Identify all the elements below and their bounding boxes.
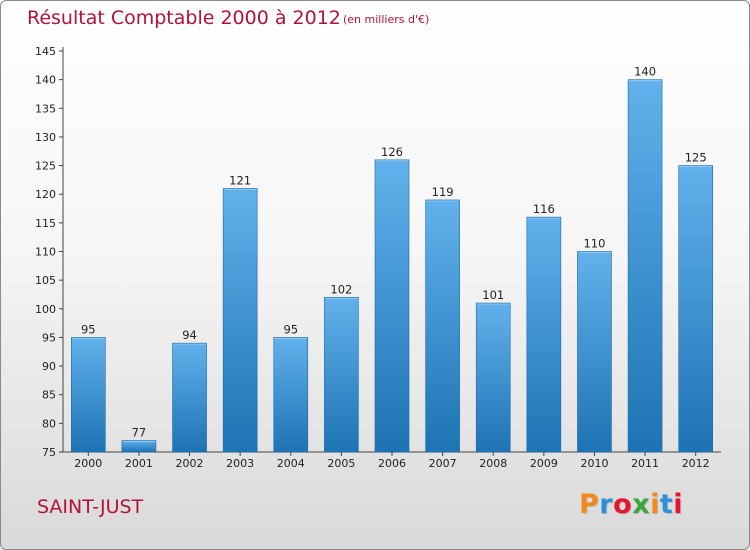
y-tick-label: 140 <box>35 74 56 87</box>
proxiti-logo[interactable]: Proxiti <box>579 489 683 520</box>
x-tick-label: 2003 <box>226 457 254 470</box>
bar[interactable] <box>425 199 460 453</box>
data-label: 95 <box>283 322 298 336</box>
data-label: 94 <box>182 328 197 342</box>
y-tick-label: 95 <box>42 331 56 344</box>
data-label: 140 <box>634 65 656 79</box>
y-tick-label: 130 <box>35 131 56 144</box>
chart-subtitle: (en milliers d'€) <box>343 13 430 26</box>
bar[interactable] <box>374 159 410 453</box>
logo-letter: o <box>613 489 633 520</box>
x-tick-label: 2009 <box>530 457 558 470</box>
data-label: 110 <box>583 237 605 251</box>
y-tick-label: 85 <box>42 389 56 402</box>
data-label: 101 <box>482 288 504 302</box>
x-tick-label: 2011 <box>631 457 659 470</box>
x-tick-label: 2010 <box>580 457 608 470</box>
data-label: 126 <box>381 145 403 159</box>
data-label: 125 <box>685 151 707 165</box>
bar[interactable] <box>678 165 713 453</box>
data-label: 77 <box>132 426 147 440</box>
y-tick-label: 110 <box>35 246 56 259</box>
data-label: 119 <box>432 185 454 199</box>
x-tick-label: 2002 <box>176 457 204 470</box>
data-label: 116 <box>533 202 555 216</box>
y-tick-label: 100 <box>35 303 56 316</box>
bar[interactable] <box>71 337 106 453</box>
data-label: 121 <box>229 173 251 187</box>
y-tick-label: 120 <box>35 188 56 201</box>
bar[interactable] <box>577 251 612 453</box>
bar[interactable] <box>273 337 309 453</box>
logo-letter: i <box>673 489 684 520</box>
x-tick-label: 2001 <box>125 457 153 470</box>
data-label: 95 <box>81 322 96 336</box>
x-tick-label: 2006 <box>378 457 406 470</box>
bar[interactable] <box>526 216 562 453</box>
y-tick-label: 105 <box>35 274 56 287</box>
logo-letter: x <box>632 489 651 520</box>
bar[interactable] <box>475 302 511 453</box>
bar[interactable] <box>121 440 157 453</box>
y-tick-label: 115 <box>35 217 56 230</box>
logo-letter: t <box>659 489 674 520</box>
y-tick-label: 80 <box>42 417 56 430</box>
bar[interactable] <box>627 79 663 453</box>
bar[interactable] <box>172 342 207 453</box>
y-tick-label: 135 <box>35 102 56 115</box>
bar[interactable] <box>324 297 359 453</box>
logo-letter: i <box>650 489 660 520</box>
y-tick-label: 125 <box>35 160 56 173</box>
x-tick-label: 2008 <box>479 457 507 470</box>
y-tick-label: 90 <box>42 360 56 373</box>
x-tick-label: 2007 <box>429 457 457 470</box>
x-tick-label: 2005 <box>327 457 355 470</box>
logo-letter: P <box>579 489 600 520</box>
x-tick-label: 2012 <box>682 457 710 470</box>
y-tick-label: 145 <box>35 45 56 58</box>
commune-name: SAINT-JUST <box>37 496 144 518</box>
chart-title: Résultat Comptable 2000 à 2012 <box>27 7 341 29</box>
x-tick-label: 2000 <box>74 457 102 470</box>
bar[interactable] <box>222 188 258 453</box>
data-label: 102 <box>330 282 352 296</box>
logo-letter: r <box>599 489 614 520</box>
x-tick-label: 2004 <box>277 457 305 470</box>
y-tick-label: 75 <box>42 446 56 459</box>
